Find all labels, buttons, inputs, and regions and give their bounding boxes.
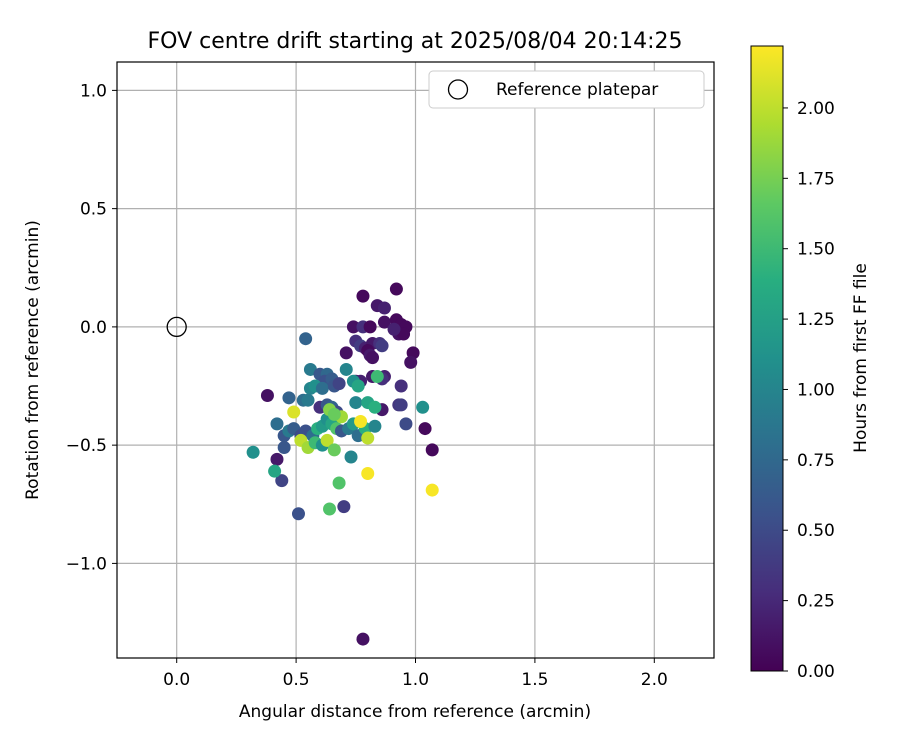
- data-point: [356, 289, 370, 303]
- data-point: [327, 407, 341, 421]
- colorbar-tick-label: 2.00: [797, 99, 835, 119]
- data-point: [270, 417, 284, 431]
- data-point: [387, 322, 401, 336]
- y-tick-label: 1.0: [80, 81, 107, 101]
- x-tick-label: 0.0: [163, 670, 190, 690]
- y-tick-label: −1.0: [66, 554, 107, 574]
- colorbar-tick-label: 1.50: [797, 240, 835, 260]
- data-point: [351, 379, 365, 393]
- data-point: [361, 431, 375, 445]
- data-point: [363, 320, 377, 334]
- legend-marker-icon: [447, 79, 469, 100]
- data-point: [368, 419, 382, 433]
- colorbar-gradient: [750, 45, 784, 672]
- x-tick-label: 1.5: [521, 670, 548, 690]
- data-point: [344, 450, 358, 464]
- data-point: [301, 393, 315, 407]
- data-point: [339, 362, 353, 376]
- y-tick-label: −0.5: [66, 436, 107, 456]
- data-point: [361, 467, 375, 481]
- data-point: [375, 339, 389, 353]
- data-point: [277, 441, 291, 455]
- data-point: [323, 502, 337, 516]
- plot-area: 0.0 0.5 1.0 1.5 2.0 1.0 0.5 0.0 −0.5 −1.0: [66, 61, 715, 690]
- reference-point: [166, 316, 187, 338]
- colorbar-tick-label: 1.25: [797, 310, 835, 330]
- x-tick-label: 0.5: [283, 670, 310, 690]
- y-tick-label: 0.5: [80, 200, 107, 220]
- data-point: [425, 483, 439, 497]
- data-point: [337, 500, 351, 514]
- colorbar-tick-label: 1.75: [797, 169, 835, 189]
- data-point: [315, 381, 329, 395]
- colorbar-tick-label: 0.50: [797, 521, 835, 541]
- colorbar-tick-label: 0.75: [797, 451, 835, 471]
- colorbar-tick-label: 1.00: [797, 380, 835, 400]
- data-point: [332, 377, 346, 391]
- data-point: [377, 315, 391, 329]
- y-tick-label: 0.0: [80, 318, 107, 338]
- data-point: [377, 301, 391, 315]
- data-point: [275, 474, 289, 488]
- data-point: [394, 398, 408, 412]
- data-point: [418, 422, 432, 436]
- data-point: [320, 433, 334, 447]
- x-axis-label: Angular distance from reference (arcmin): [239, 702, 591, 722]
- data-point: [332, 476, 346, 490]
- data-point: [299, 332, 313, 346]
- data-point: [394, 379, 408, 393]
- data-point: [404, 355, 418, 369]
- data-point: [366, 351, 380, 365]
- scatter-points: [246, 282, 439, 646]
- data-point: [346, 320, 360, 334]
- legend-box: [428, 70, 705, 109]
- x-ticks: 0.0 0.5 1.0 1.5 2.0: [163, 658, 668, 690]
- data-point: [268, 464, 282, 478]
- y-ticks: 1.0 0.5 0.0 −0.5 −1.0: [66, 81, 117, 574]
- data-point: [368, 400, 382, 414]
- colorbar-tick-label: 0.00: [797, 662, 835, 682]
- data-point: [327, 443, 341, 457]
- legend-label: Reference platepar: [496, 80, 658, 100]
- data-point: [425, 443, 439, 457]
- data-point: [354, 414, 368, 428]
- data-point: [399, 417, 413, 431]
- data-point: [356, 632, 370, 646]
- chart-title: FOV centre drift starting at 2025/08/04 …: [148, 29, 683, 54]
- y-axis-label: Rotation from reference (arcmin): [23, 220, 43, 500]
- data-point: [282, 391, 296, 405]
- data-point: [246, 445, 260, 459]
- data-point: [339, 346, 353, 360]
- data-point: [291, 507, 305, 521]
- data-point: [416, 400, 430, 414]
- data-point: [370, 370, 384, 384]
- data-point: [287, 405, 301, 419]
- colorbar-label: Hours from first FF file: [851, 263, 871, 453]
- x-tick-label: 2.0: [641, 670, 668, 690]
- colorbar: 0.00 0.25 0.50 0.75 1.00 1.25 1.50 1.75 2.00 Hou…: [750, 45, 871, 682]
- reference-marker: [166, 316, 187, 338]
- data-point: [270, 452, 284, 466]
- data-point: [389, 282, 403, 296]
- colorbar-ticks: 0.00 0.25 0.50 0.75 1.00 1.25 1.50 1.75 2.00: [783, 99, 835, 682]
- data-point: [349, 396, 363, 410]
- legend: Reference platepar: [428, 70, 705, 109]
- colorbar-tick-label: 0.25: [797, 592, 835, 612]
- data-point: [260, 388, 274, 402]
- x-tick-label: 1.0: [402, 670, 429, 690]
